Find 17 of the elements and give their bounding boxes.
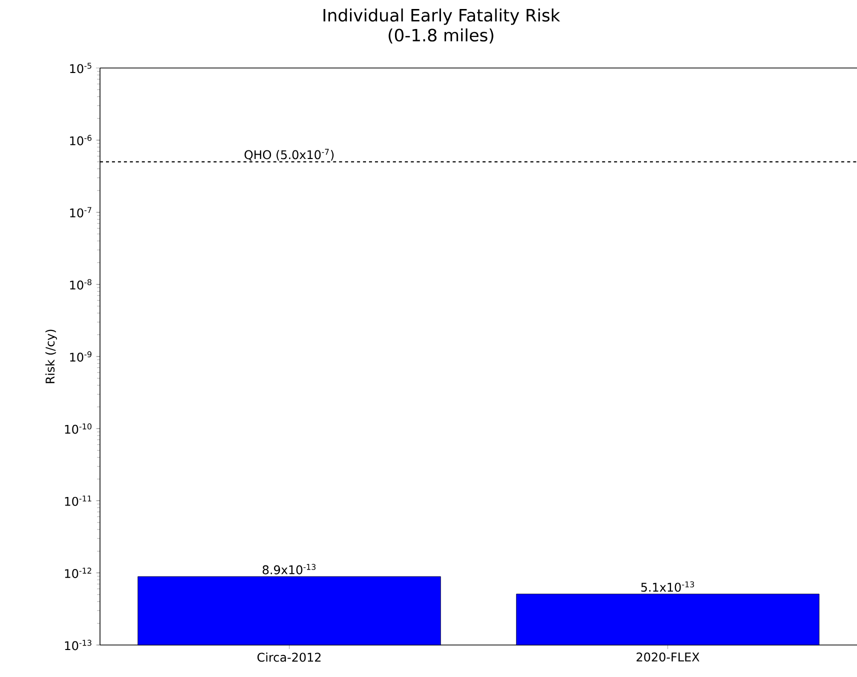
data-label: 5.1x10$^{-13}$ xyxy=(641,581,694,592)
chart-title: Individual Early Fatality Risk xyxy=(324,8,560,25)
chart-subtitle: (0-1.8 miles) xyxy=(388,28,494,44)
y-tick-label: 10$^{-7}$ xyxy=(70,207,92,218)
x-tick-label: Circa-2012 xyxy=(257,652,321,662)
y-tick-label: 10$^{-8}$ xyxy=(70,279,92,290)
y-tick-label: 10$^{-10}$ xyxy=(65,423,92,434)
y-tick-label: 10$^{-12}$ xyxy=(65,568,92,578)
data-label: 8.9x10$^{-13}$ xyxy=(262,564,316,574)
x-tick-label: 2020-FLEX xyxy=(636,652,700,662)
y-tick-label: 10$^{-5}$ xyxy=(70,62,92,74)
y-axis-title: Risk (/cy) xyxy=(45,330,57,384)
y-tick-label: 10$^{-11}$ xyxy=(65,496,92,506)
y-tick-label: 10$^{-9}$ xyxy=(70,351,92,362)
y-tick-label: 10$^{-6}$ xyxy=(70,134,92,146)
y-tick-label: 10$^{-13}$ xyxy=(65,640,92,650)
ref-line-label: QHO (5.0x10$^{-7}$) xyxy=(244,148,334,161)
